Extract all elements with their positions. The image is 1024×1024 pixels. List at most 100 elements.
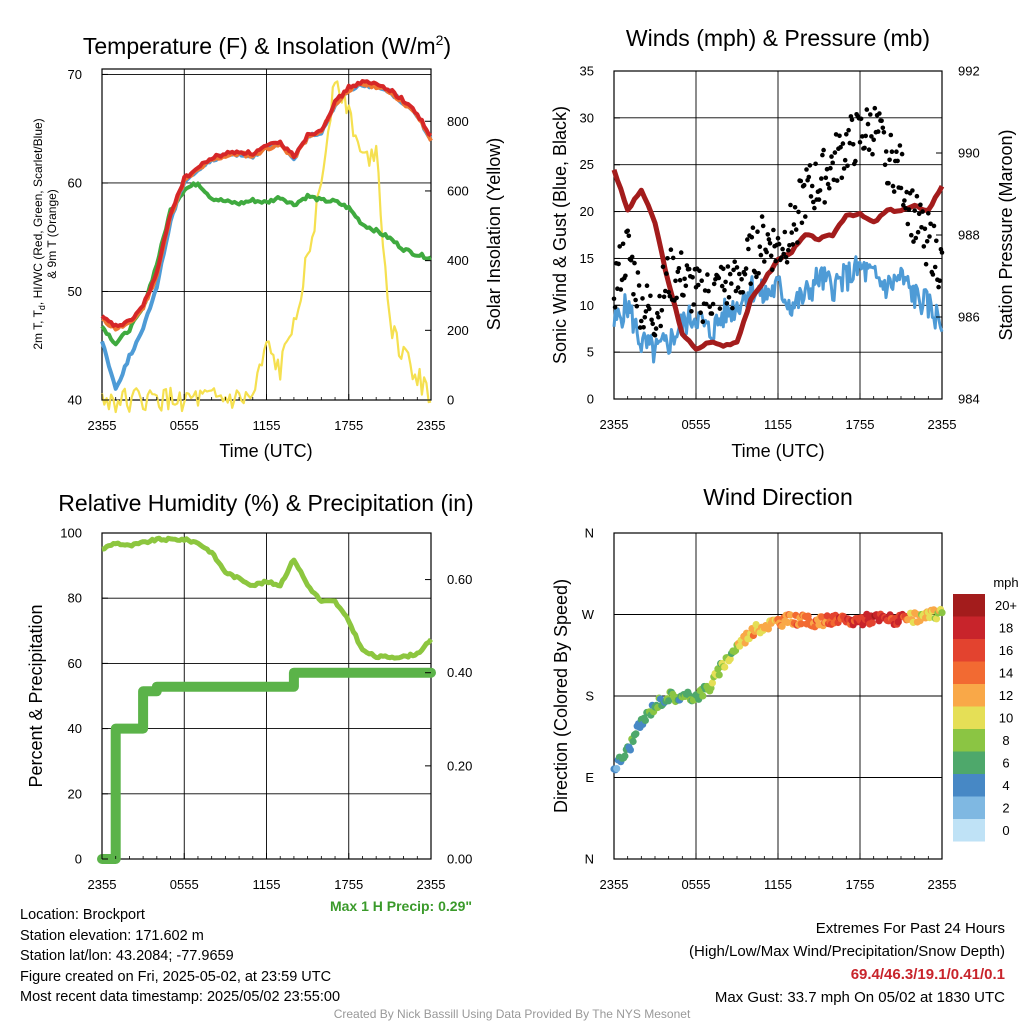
gust-point xyxy=(871,137,876,143)
gust-point xyxy=(716,275,722,281)
direction-point xyxy=(613,765,621,773)
gust-point xyxy=(766,237,772,242)
direction-point xyxy=(721,663,729,671)
gust-point xyxy=(808,194,814,199)
wind-direction-title: Wind Direction xyxy=(703,484,853,510)
station-location: Location: Brockport xyxy=(20,907,145,923)
gust-point xyxy=(643,309,649,314)
colorbar-label: 10 xyxy=(999,711,1013,726)
gust-point xyxy=(781,251,786,257)
y-tick-label: 70 xyxy=(68,67,82,82)
x-tick-label: 2355 xyxy=(928,417,957,432)
winds-panel: Winds (mph) & Pressure (mb) 2355 0555 1155… xyxy=(550,25,1016,461)
colorbar-label: 2 xyxy=(1002,801,1009,816)
colorbar-label: 20+ xyxy=(995,598,1017,613)
x-tick-label: 1755 xyxy=(846,417,875,432)
gust-point xyxy=(775,235,781,241)
gust-point xyxy=(930,272,936,277)
gust-point xyxy=(895,158,900,164)
gust-point xyxy=(880,125,886,131)
gust-point xyxy=(683,283,689,289)
direction-point xyxy=(714,665,722,673)
y2-tick-label: 0 xyxy=(447,393,454,408)
gust-point xyxy=(783,254,789,260)
gust-point xyxy=(860,134,865,139)
gust-point xyxy=(912,208,917,213)
direction-point xyxy=(926,614,934,622)
gust-point xyxy=(666,289,671,295)
gust-point xyxy=(764,249,769,255)
gust-point xyxy=(684,263,690,268)
gust-point xyxy=(936,284,941,290)
gust-point xyxy=(939,250,945,255)
gust-point xyxy=(725,264,731,269)
gust-point xyxy=(817,188,823,193)
direction-point xyxy=(797,620,805,628)
extremes-info: Extremes For Past 24 Hours (High/Low/Max… xyxy=(689,917,1005,1009)
max-precip-annotation: Max 1 H Precip: 0.29" xyxy=(330,898,472,914)
temperature-panel: Temperature (F) & Insolation (W/m2) 2355… xyxy=(31,32,504,461)
gust-point xyxy=(757,244,763,249)
gust-point xyxy=(768,253,774,259)
gust-point xyxy=(881,130,887,135)
x-tick-label: 0555 xyxy=(170,418,199,433)
x-tick-label: 0555 xyxy=(682,877,711,892)
wind-direction-axes: 2355 0555 1155 1755 2355 N E S W N xyxy=(582,526,957,893)
gust-point xyxy=(890,183,896,189)
gust-point xyxy=(825,181,831,187)
y-tick-label: E xyxy=(585,770,594,785)
precip-line xyxy=(97,667,436,864)
gust-point xyxy=(834,178,840,183)
gust-point xyxy=(617,244,622,249)
gust-point xyxy=(639,318,644,324)
gust-point xyxy=(934,238,939,244)
y-tick-label: 5 xyxy=(587,345,594,360)
y-tick-label: 35 xyxy=(580,64,594,79)
gust-point xyxy=(863,133,868,139)
y-tick-label: 0 xyxy=(75,852,82,867)
x-tick-label: 1155 xyxy=(764,417,792,432)
gust-point xyxy=(927,234,932,239)
gust-point xyxy=(868,112,873,117)
gust-point xyxy=(673,278,678,284)
y2-tick-label: 200 xyxy=(447,323,469,338)
direction-point xyxy=(932,615,941,623)
gust-point xyxy=(722,287,727,293)
gust-point xyxy=(819,176,824,181)
gust-point xyxy=(631,292,636,297)
colorbar-swatch xyxy=(953,684,985,707)
gust-point xyxy=(740,290,745,295)
gust-point xyxy=(677,277,683,283)
colorbar-swatch xyxy=(953,594,985,617)
gust-point xyxy=(698,310,703,316)
max-gust: Max Gust: 33.7 mph On 05/02 at 1830 UTC xyxy=(714,989,1005,1006)
temperature-series xyxy=(100,79,433,414)
x-tick-label: 1155 xyxy=(253,877,281,892)
temperature-title: Temperature (F) & Insolation (W/m2) xyxy=(83,32,451,59)
x-tick-label: 2355 xyxy=(88,418,117,433)
direction-point xyxy=(629,737,637,746)
figure-created: Figure created on Fri, 2025-05-02, at 23… xyxy=(20,968,332,985)
humidity-panel: Relative Humidity (%) & Precipitation (i… xyxy=(26,490,474,914)
gust-point xyxy=(839,175,845,181)
gust-point xyxy=(710,301,716,307)
gust-point xyxy=(882,162,888,168)
gust-point xyxy=(910,188,915,193)
gust-point xyxy=(888,132,894,138)
y-tick-label: S xyxy=(585,689,594,704)
gust-point xyxy=(727,271,733,277)
winds-x-label: Time (UTC) xyxy=(731,441,824,461)
gust-point xyxy=(658,323,663,329)
gust-point xyxy=(788,202,793,208)
gust-point xyxy=(798,178,804,184)
x-tick-label: 2355 xyxy=(928,877,957,892)
gust-point xyxy=(686,266,692,272)
x-tick-label: 1755 xyxy=(334,418,363,433)
gust-point xyxy=(641,325,646,330)
gust-point xyxy=(840,141,846,146)
y-tick-label: 0 xyxy=(587,392,594,407)
x-tick-label: 2355 xyxy=(417,877,446,892)
gust-point xyxy=(887,157,892,163)
gust-point xyxy=(792,205,798,210)
